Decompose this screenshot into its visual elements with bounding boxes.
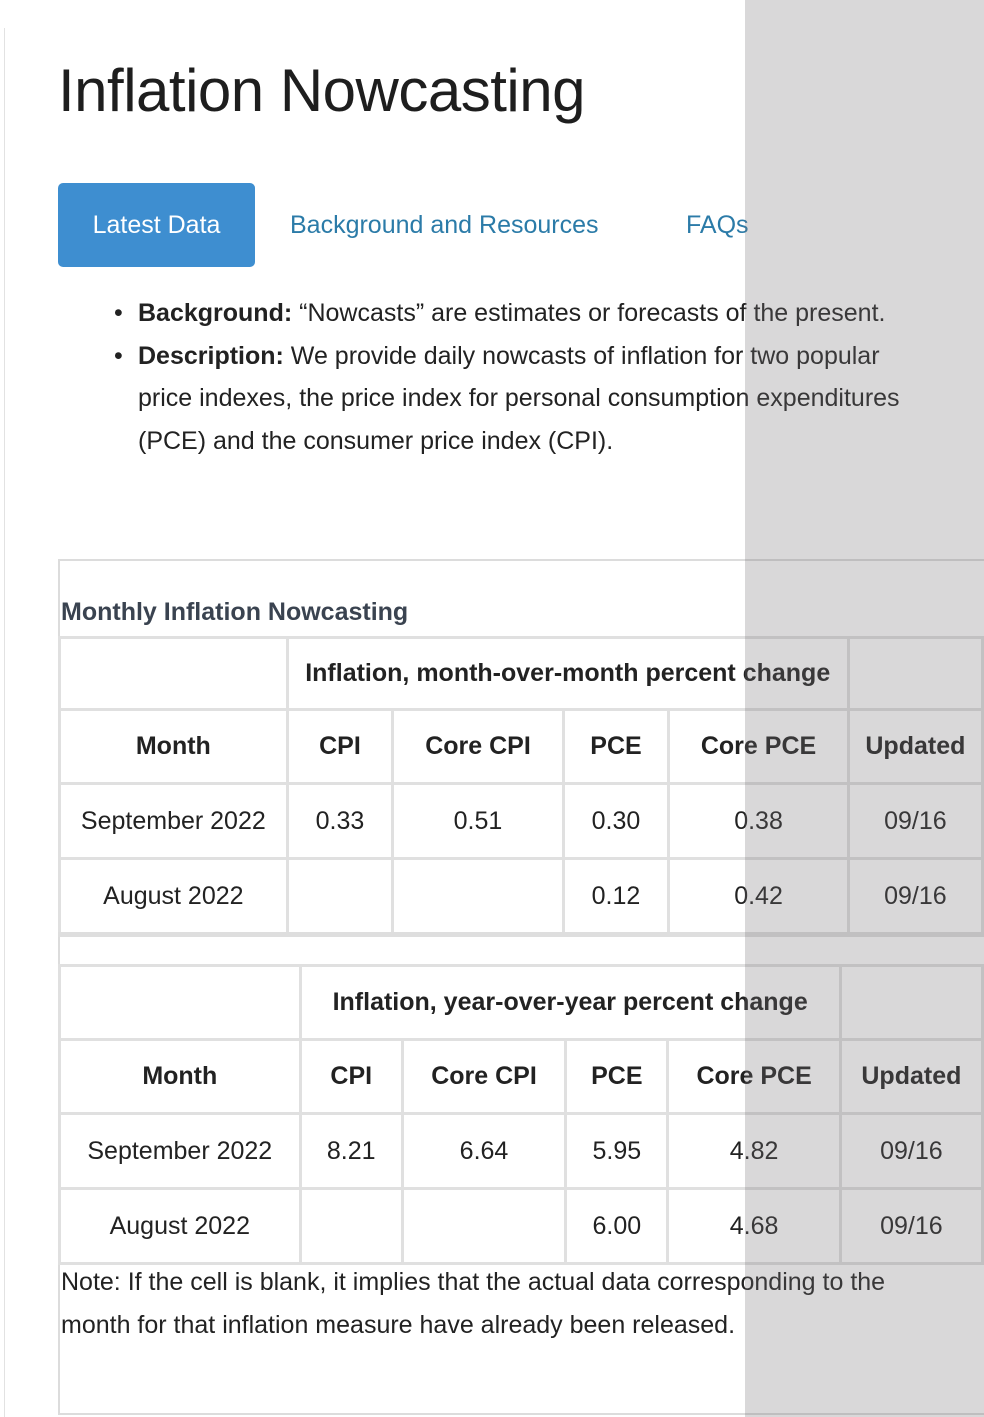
table-corner — [838, 964, 984, 1041]
cell-month: August 2022 — [58, 857, 289, 935]
cell-updated: 09/16 — [846, 857, 984, 935]
col-header-month: Month — [58, 708, 289, 785]
tab-background-and-resources[interactable]: Background and Resources — [290, 211, 599, 239]
cell-core-pce: 4.82 — [666, 1112, 842, 1190]
col-header-updated: Updated — [846, 708, 984, 785]
cell-pce: 5.95 — [564, 1112, 670, 1190]
intro-item-description: Description: We provide daily nowcasts o… — [114, 335, 914, 463]
table-row: September 2022 0.33 0.51 0.30 0.38 09/16 — [58, 782, 984, 860]
cell-core-cpi — [391, 857, 565, 935]
section-title: Monthly Inflation Nowcasting — [61, 598, 409, 626]
cell-core-cpi: 6.64 — [400, 1112, 568, 1190]
monthly-table: Inflation, month-over-month percent chan… — [58, 636, 984, 935]
intro-text: We provide daily nowcasts of inflation f… — [138, 341, 900, 455]
cell-core-cpi: 0.51 — [391, 782, 565, 860]
cell-month: September 2022 — [58, 782, 289, 860]
cell-core-pce: 4.68 — [666, 1187, 842, 1265]
cell-month: August 2022 — [58, 1187, 302, 1265]
table-note: Note: If the cell is blank, it implies t… — [61, 1268, 886, 1339]
table-divider — [58, 932, 984, 937]
intro-term: Description: — [138, 341, 284, 370]
cell-core-pce: 0.42 — [667, 857, 850, 935]
col-header-updated: Updated — [838, 1038, 984, 1115]
table-row: September 2022 8.21 6.64 5.95 4.82 09/16 — [58, 1112, 984, 1190]
col-header-core-pce: Core PCE — [666, 1038, 842, 1115]
col-header-pce: PCE — [561, 708, 671, 785]
yearly-table: Inflation, year-over-year percent change… — [58, 964, 984, 1265]
page-left-border — [4, 28, 5, 1417]
table-row: August 2022 6.00 4.68 09/16 — [58, 1187, 984, 1265]
cell-cpi: 8.21 — [298, 1112, 404, 1190]
table-corner — [846, 636, 984, 711]
cell-month: September 2022 — [58, 1112, 302, 1190]
group-header: Inflation, year-over-year percent change — [298, 964, 842, 1041]
col-header-month: Month — [58, 1038, 302, 1115]
group-header: Inflation, month-over-month percent chan… — [285, 636, 850, 711]
intro-item-background: Background: “Nowcasts” are estimates or … — [114, 292, 914, 335]
cell-pce: 6.00 — [564, 1187, 670, 1265]
cell-core-cpi — [400, 1187, 568, 1265]
cell-pce: 0.30 — [561, 782, 671, 860]
cell-cpi — [285, 857, 395, 935]
intro-list: Background: “Nowcasts” are estimates or … — [114, 292, 914, 462]
tab-faqs[interactable]: FAQs — [686, 211, 749, 239]
cell-cpi: 0.33 — [285, 782, 395, 860]
tab-latest-data[interactable]: Latest Data — [58, 183, 255, 267]
col-header-cpi: CPI — [298, 1038, 404, 1115]
tab-bar: Latest Data Background and Resources FAQ… — [58, 183, 778, 267]
cell-pce: 0.12 — [561, 857, 671, 935]
cell-core-pce: 0.38 — [667, 782, 850, 860]
table-corner — [58, 964, 302, 1041]
table-corner — [58, 636, 289, 711]
col-header-core-pce: Core PCE — [667, 708, 850, 785]
col-header-pce: PCE — [564, 1038, 670, 1115]
col-header-core-cpi: Core CPI — [400, 1038, 568, 1115]
cell-updated: 09/16 — [838, 1187, 984, 1265]
table-row: August 2022 0.12 0.42 09/16 — [58, 857, 984, 935]
page-title: Inflation Nowcasting — [58, 57, 585, 124]
cell-updated: 09/16 — [846, 782, 984, 860]
intro-text: “Nowcasts” are estimates or forecasts of… — [292, 299, 886, 327]
col-header-core-cpi: Core CPI — [391, 708, 565, 785]
cell-cpi — [298, 1187, 404, 1265]
col-header-cpi: CPI — [285, 708, 395, 785]
cell-updated: 09/16 — [838, 1112, 984, 1190]
intro-term: Background: — [138, 299, 293, 327]
